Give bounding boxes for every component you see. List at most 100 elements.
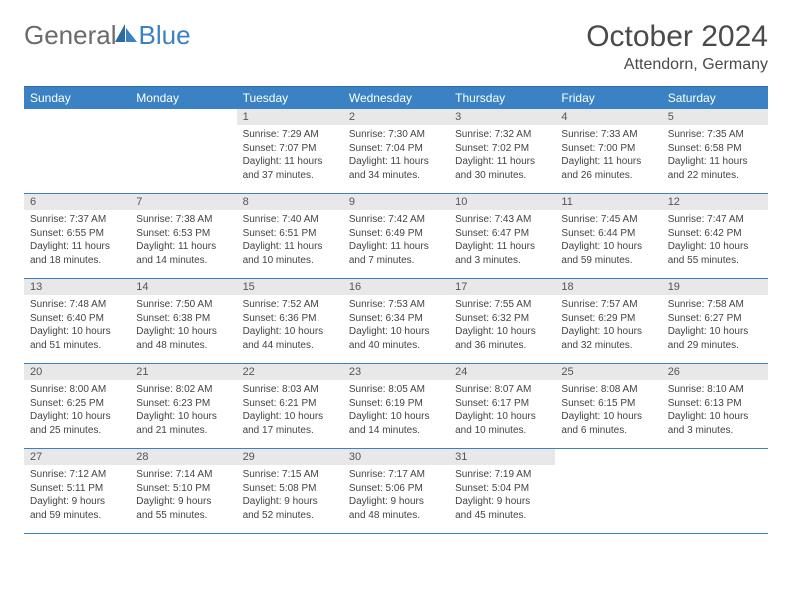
calendar-day-cell: 22Sunrise: 8:03 AMSunset: 6:21 PMDayligh… xyxy=(237,364,343,449)
calendar-week-row: 1Sunrise: 7:29 AMSunset: 7:07 PMDaylight… xyxy=(24,109,768,194)
day-content: Sunrise: 8:00 AMSunset: 6:25 PMDaylight:… xyxy=(24,380,130,441)
weekday-header: Saturday xyxy=(662,87,768,110)
day-number: 5 xyxy=(662,109,768,125)
day-content: Sunrise: 7:55 AMSunset: 6:32 PMDaylight:… xyxy=(449,295,555,356)
day-number: 13 xyxy=(24,279,130,295)
calendar-day-cell: 30Sunrise: 7:17 AMSunset: 5:06 PMDayligh… xyxy=(343,449,449,534)
day-number: 24 xyxy=(449,364,555,380)
calendar-day-cell: 17Sunrise: 7:55 AMSunset: 6:32 PMDayligh… xyxy=(449,279,555,364)
day-content: Sunrise: 7:47 AMSunset: 6:42 PMDaylight:… xyxy=(662,210,768,271)
day-number: 25 xyxy=(555,364,661,380)
day-content: Sunrise: 7:42 AMSunset: 6:49 PMDaylight:… xyxy=(343,210,449,271)
logo-text-2: Blue xyxy=(139,20,191,51)
day-number: 7 xyxy=(130,194,236,210)
weekday-header: Tuesday xyxy=(237,87,343,110)
location: Attendorn, Germany xyxy=(586,56,768,74)
calendar-day-cell: 21Sunrise: 8:02 AMSunset: 6:23 PMDayligh… xyxy=(130,364,236,449)
day-number: 1 xyxy=(237,109,343,125)
calendar-day-cell: 13Sunrise: 7:48 AMSunset: 6:40 PMDayligh… xyxy=(24,279,130,364)
day-content: Sunrise: 7:29 AMSunset: 7:07 PMDaylight:… xyxy=(237,125,343,186)
weekday-header: Wednesday xyxy=(343,87,449,110)
day-content: Sunrise: 8:10 AMSunset: 6:13 PMDaylight:… xyxy=(662,380,768,441)
calendar-day-cell: 6Sunrise: 7:37 AMSunset: 6:55 PMDaylight… xyxy=(24,194,130,279)
day-number: 19 xyxy=(662,279,768,295)
day-number: 6 xyxy=(24,194,130,210)
day-number: 12 xyxy=(662,194,768,210)
calendar-day-cell: 10Sunrise: 7:43 AMSunset: 6:47 PMDayligh… xyxy=(449,194,555,279)
calendar-day-cell: 15Sunrise: 7:52 AMSunset: 6:36 PMDayligh… xyxy=(237,279,343,364)
day-content: Sunrise: 7:15 AMSunset: 5:08 PMDaylight:… xyxy=(237,465,343,526)
calendar-day-cell: 25Sunrise: 8:08 AMSunset: 6:15 PMDayligh… xyxy=(555,364,661,449)
day-content: Sunrise: 7:45 AMSunset: 6:44 PMDaylight:… xyxy=(555,210,661,271)
day-content: Sunrise: 7:38 AMSunset: 6:53 PMDaylight:… xyxy=(130,210,236,271)
day-number: 28 xyxy=(130,449,236,465)
day-number: 22 xyxy=(237,364,343,380)
calendar-day-cell: 27Sunrise: 7:12 AMSunset: 5:11 PMDayligh… xyxy=(24,449,130,534)
calendar-week-row: 6Sunrise: 7:37 AMSunset: 6:55 PMDaylight… xyxy=(24,194,768,279)
calendar-day-cell: 9Sunrise: 7:42 AMSunset: 6:49 PMDaylight… xyxy=(343,194,449,279)
calendar-day-cell: 16Sunrise: 7:53 AMSunset: 6:34 PMDayligh… xyxy=(343,279,449,364)
day-content: Sunrise: 8:08 AMSunset: 6:15 PMDaylight:… xyxy=(555,380,661,441)
day-number: 21 xyxy=(130,364,236,380)
day-content: Sunrise: 7:35 AMSunset: 6:58 PMDaylight:… xyxy=(662,125,768,186)
day-number: 18 xyxy=(555,279,661,295)
calendar-day-cell: 4Sunrise: 7:33 AMSunset: 7:00 PMDaylight… xyxy=(555,109,661,194)
calendar-day-cell: 31Sunrise: 7:19 AMSunset: 5:04 PMDayligh… xyxy=(449,449,555,534)
day-content: Sunrise: 7:19 AMSunset: 5:04 PMDaylight:… xyxy=(449,465,555,526)
day-number: 31 xyxy=(449,449,555,465)
day-content: Sunrise: 8:05 AMSunset: 6:19 PMDaylight:… xyxy=(343,380,449,441)
calendar-day-cell: 14Sunrise: 7:50 AMSunset: 6:38 PMDayligh… xyxy=(130,279,236,364)
calendar-day-cell xyxy=(24,109,130,194)
header: General Blue October 2024 Attendorn, Ger… xyxy=(24,20,768,74)
day-content: Sunrise: 8:07 AMSunset: 6:17 PMDaylight:… xyxy=(449,380,555,441)
day-number: 16 xyxy=(343,279,449,295)
calendar-week-row: 20Sunrise: 8:00 AMSunset: 6:25 PMDayligh… xyxy=(24,364,768,449)
day-content: Sunrise: 7:53 AMSunset: 6:34 PMDaylight:… xyxy=(343,295,449,356)
day-number: 15 xyxy=(237,279,343,295)
calendar-day-cell xyxy=(662,449,768,534)
day-number: 10 xyxy=(449,194,555,210)
calendar-day-cell xyxy=(555,449,661,534)
day-content: Sunrise: 7:57 AMSunset: 6:29 PMDaylight:… xyxy=(555,295,661,356)
day-content: Sunrise: 7:33 AMSunset: 7:00 PMDaylight:… xyxy=(555,125,661,186)
day-number: 11 xyxy=(555,194,661,210)
logo: General Blue xyxy=(24,20,191,51)
day-content: Sunrise: 7:43 AMSunset: 6:47 PMDaylight:… xyxy=(449,210,555,271)
day-number: 20 xyxy=(24,364,130,380)
calendar-table: SundayMondayTuesdayWednesdayThursdayFrid… xyxy=(24,86,768,534)
day-number: 30 xyxy=(343,449,449,465)
calendar-day-cell: 8Sunrise: 7:40 AMSunset: 6:51 PMDaylight… xyxy=(237,194,343,279)
day-number: 17 xyxy=(449,279,555,295)
calendar-day-cell: 29Sunrise: 7:15 AMSunset: 5:08 PMDayligh… xyxy=(237,449,343,534)
calendar-day-cell xyxy=(130,109,236,194)
calendar-day-cell: 3Sunrise: 7:32 AMSunset: 7:02 PMDaylight… xyxy=(449,109,555,194)
calendar-day-cell: 1Sunrise: 7:29 AMSunset: 7:07 PMDaylight… xyxy=(237,109,343,194)
calendar-day-cell: 26Sunrise: 8:10 AMSunset: 6:13 PMDayligh… xyxy=(662,364,768,449)
day-number: 27 xyxy=(24,449,130,465)
calendar-day-cell: 18Sunrise: 7:57 AMSunset: 6:29 PMDayligh… xyxy=(555,279,661,364)
day-content: Sunrise: 7:58 AMSunset: 6:27 PMDaylight:… xyxy=(662,295,768,356)
day-number: 3 xyxy=(449,109,555,125)
day-content: Sunrise: 7:48 AMSunset: 6:40 PMDaylight:… xyxy=(24,295,130,356)
calendar-day-cell: 19Sunrise: 7:58 AMSunset: 6:27 PMDayligh… xyxy=(662,279,768,364)
weekday-header: Thursday xyxy=(449,87,555,110)
day-content: Sunrise: 8:03 AMSunset: 6:21 PMDaylight:… xyxy=(237,380,343,441)
calendar-day-cell: 5Sunrise: 7:35 AMSunset: 6:58 PMDaylight… xyxy=(662,109,768,194)
day-content: Sunrise: 7:12 AMSunset: 5:11 PMDaylight:… xyxy=(24,465,130,526)
day-number: 14 xyxy=(130,279,236,295)
calendar-day-cell: 20Sunrise: 8:00 AMSunset: 6:25 PMDayligh… xyxy=(24,364,130,449)
calendar-day-cell: 23Sunrise: 8:05 AMSunset: 6:19 PMDayligh… xyxy=(343,364,449,449)
day-content: Sunrise: 7:40 AMSunset: 6:51 PMDaylight:… xyxy=(237,210,343,271)
day-number: 26 xyxy=(662,364,768,380)
weekday-header: Monday xyxy=(130,87,236,110)
day-content: Sunrise: 7:50 AMSunset: 6:38 PMDaylight:… xyxy=(130,295,236,356)
calendar-week-row: 13Sunrise: 7:48 AMSunset: 6:40 PMDayligh… xyxy=(24,279,768,364)
day-number: 23 xyxy=(343,364,449,380)
day-content: Sunrise: 7:52 AMSunset: 6:36 PMDaylight:… xyxy=(237,295,343,356)
title-block: October 2024 Attendorn, Germany xyxy=(586,20,768,74)
day-content: Sunrise: 7:37 AMSunset: 6:55 PMDaylight:… xyxy=(24,210,130,271)
calendar-day-cell: 2Sunrise: 7:30 AMSunset: 7:04 PMDaylight… xyxy=(343,109,449,194)
calendar-header-row: SundayMondayTuesdayWednesdayThursdayFrid… xyxy=(24,87,768,110)
logo-text-1: General xyxy=(24,20,117,51)
day-number: 9 xyxy=(343,194,449,210)
